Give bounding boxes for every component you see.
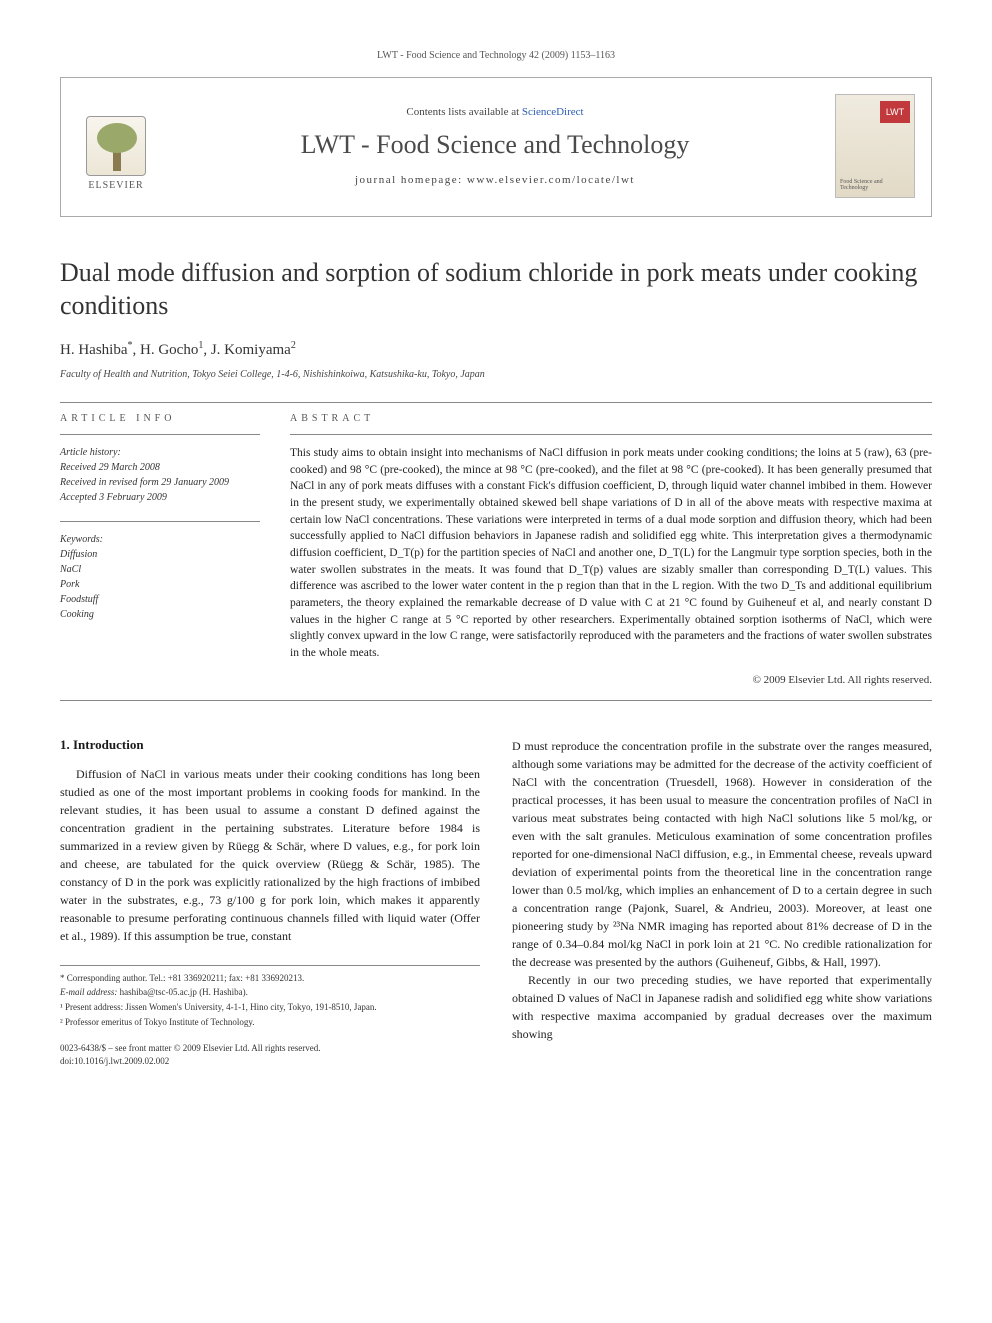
sciencedirect-link[interactable]: ScienceDirect xyxy=(522,106,584,118)
intro-para-right-1: D must reproduce the concentration profi… xyxy=(512,737,932,971)
article-info-column: ARTICLE INFO Article history: Received 2… xyxy=(60,413,260,686)
affiliation: Faculty of Health and Nutrition, Tokyo S… xyxy=(60,369,932,380)
contents-prefix: Contents lists available at xyxy=(406,106,521,118)
author-1-mark: * xyxy=(128,340,133,351)
meta-row: ARTICLE INFO Article history: Received 2… xyxy=(60,413,932,686)
journal-homepage-line: journal homepage: www.elsevier.com/locat… xyxy=(165,174,825,186)
abstract-text: This study aims to obtain insight into m… xyxy=(290,445,932,662)
cover-badge: LWT xyxy=(880,101,910,123)
publisher-logo: ELSEVIER xyxy=(77,101,155,191)
section-1-head: 1. Introduction xyxy=(60,737,480,753)
masthead-center: Contents lists available at ScienceDirec… xyxy=(155,106,835,186)
masthead: ELSEVIER Contents lists available at Sci… xyxy=(60,77,932,217)
left-column: 1. Introduction Diffusion of NaCl in var… xyxy=(60,737,480,1068)
keywords-block: Keywords: Diffusion NaCl Pork Foodstuff … xyxy=(60,532,260,622)
keyword-2: NaCl xyxy=(60,562,260,577)
history-label: Article history: xyxy=(60,445,260,460)
running-header: LWT - Food Science and Technology 42 (20… xyxy=(60,50,932,61)
divider-top xyxy=(60,402,932,403)
abstract-column: ABSTRACT This study aims to obtain insig… xyxy=(290,413,932,686)
page: LWT - Food Science and Technology 42 (20… xyxy=(0,0,992,1117)
journal-cover-thumbnail: LWT Food Science and Technology xyxy=(835,94,915,198)
history-accepted: Accepted 3 February 2009 xyxy=(60,490,260,505)
keyword-3: Pork xyxy=(60,577,260,592)
author-2-mark: 1 xyxy=(198,340,203,351)
keywords-label: Keywords: xyxy=(60,532,260,547)
abstract-head: ABSTRACT xyxy=(290,413,932,424)
doi-line: doi:10.1016/j.lwt.2009.02.002 xyxy=(60,1055,480,1068)
info-divider-1 xyxy=(60,434,260,435)
front-matter-line: 0023-6438/$ – see front matter © 2009 El… xyxy=(60,1042,480,1055)
footnote-email: E-mail address: hashiba@tsc-05.ac.jp (H.… xyxy=(60,986,480,999)
homepage-prefix: journal homepage: xyxy=(355,174,467,186)
elsevier-tree-icon xyxy=(86,116,146,176)
footnote-corresponding: * Corresponding author. Tel.: +81 336920… xyxy=(60,972,480,985)
divider-bottom xyxy=(60,700,932,701)
author-1: H. Hashiba xyxy=(60,342,128,358)
publisher-name: ELSEVIER xyxy=(88,180,143,191)
intro-para-right-2: Recently in our two preceding studies, w… xyxy=(512,971,932,1043)
email-suffix: (H. Hashiba). xyxy=(199,987,248,997)
authors: H. Hashiba*, H. Gocho1, J. Komiyama2 xyxy=(60,340,932,359)
email-address[interactable]: hashiba@tsc-05.ac.jp xyxy=(120,987,197,997)
author-2: H. Gocho xyxy=(140,342,198,358)
keyword-5: Cooking xyxy=(60,607,260,622)
keyword-4: Foodstuff xyxy=(60,592,260,607)
article-title: Dual mode diffusion and sorption of sodi… xyxy=(60,257,932,322)
footnote-1: ¹ Present address: Jissen Women's Univer… xyxy=(60,1001,480,1014)
article-info-head: ARTICLE INFO xyxy=(60,413,260,424)
author-3-mark: 2 xyxy=(291,340,296,351)
info-divider-2 xyxy=(60,521,260,522)
right-column: D must reproduce the concentration profi… xyxy=(512,737,932,1068)
cover-label: Food Science and Technology xyxy=(840,179,910,191)
body-columns: 1. Introduction Diffusion of NaCl in var… xyxy=(60,737,932,1068)
homepage-url[interactable]: www.elsevier.com/locate/lwt xyxy=(467,174,635,186)
abstract-divider xyxy=(290,434,932,435)
footnote-2: ² Professor emeritus of Tokyo Institute … xyxy=(60,1016,480,1029)
history-received: Received 29 March 2008 xyxy=(60,460,260,475)
article-history: Article history: Received 29 March 2008 … xyxy=(60,445,260,505)
keyword-1: Diffusion xyxy=(60,547,260,562)
email-label: E-mail address: xyxy=(60,987,117,997)
contents-available-line: Contents lists available at ScienceDirec… xyxy=(165,106,825,118)
footnotes: * Corresponding author. Tel.: +81 336920… xyxy=(60,965,480,1028)
history-revised: Received in revised form 29 January 2009 xyxy=(60,475,260,490)
intro-para-left: Diffusion of NaCl in various meats under… xyxy=(60,765,480,945)
copyright-line: © 2009 Elsevier Ltd. All rights reserved… xyxy=(290,674,932,686)
journal-name: LWT - Food Science and Technology xyxy=(165,130,825,160)
author-3: J. Komiyama xyxy=(211,342,291,358)
doi-block: 0023-6438/$ – see front matter © 2009 El… xyxy=(60,1042,480,1067)
